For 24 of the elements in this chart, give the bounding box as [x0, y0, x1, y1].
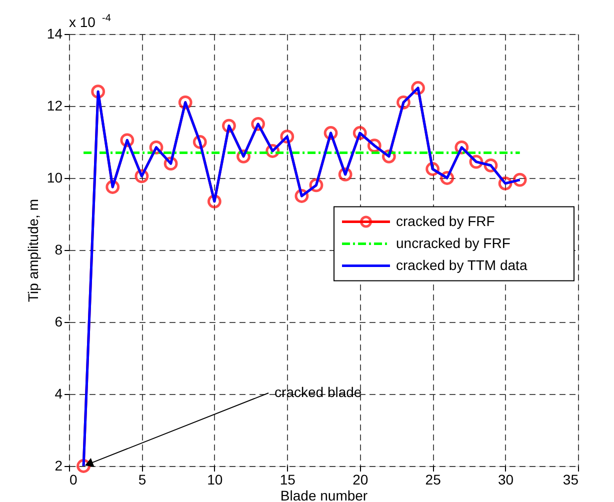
- point: [76, 459, 90, 473]
- x-tick-label: 15: [280, 472, 296, 488]
- y-tick-label: 10: [46, 170, 63, 186]
- y-tick-label: 2: [54, 458, 63, 474]
- y-tick-label: 4: [54, 386, 63, 402]
- y-tick-label: 14: [46, 26, 63, 42]
- point: [512, 172, 527, 187]
- point: [91, 84, 106, 99]
- y-tick-label: 12: [46, 98, 63, 114]
- x-tick-label: 30: [498, 472, 514, 488]
- y-tick-label: 6: [54, 314, 63, 330]
- text: x 10-4: [69, 13, 112, 30]
- legend-label: cracked by FRF: [396, 212, 495, 229]
- legend-label: uncracked by FRF: [396, 234, 510, 251]
- x-tick-label: 5: [138, 472, 146, 488]
- x-tick-label: 20: [352, 472, 368, 488]
- y-tick-label: 8: [54, 242, 63, 258]
- x-tick-label: 10: [207, 472, 223, 488]
- legend-label: cracked by TTM data: [396, 256, 528, 273]
- x-tick-label: 0: [70, 472, 78, 488]
- x-tick-label: 35: [562, 472, 579, 488]
- x-axis-title: Blade number: [280, 488, 368, 502]
- y-axis-title: Tip amplitude, m: [24, 199, 41, 302]
- x-tick-label: 25: [425, 472, 442, 488]
